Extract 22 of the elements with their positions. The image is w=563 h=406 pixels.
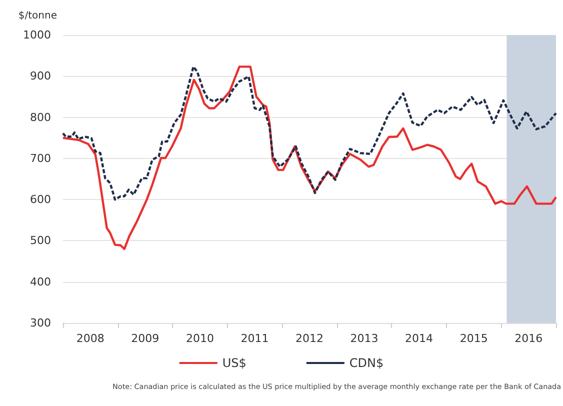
x-tick-label: 2015 [460, 332, 488, 345]
x-tick-label: 2009 [131, 332, 160, 345]
y-tick-label: 800 [30, 110, 51, 124]
y-tick-label: 600 [30, 193, 51, 206]
line-series [62, 66, 558, 250]
legend-label: CDN$ [349, 356, 384, 370]
y-tick-label: 900 [30, 70, 51, 83]
y-axis-title: $/tonne [18, 10, 57, 22]
x-tick-label: 2010 [186, 332, 214, 345]
line-series [62, 66, 558, 201]
y-tick-label: 700 [30, 152, 51, 165]
y-tick-label: 500 [30, 234, 51, 248]
x-tick-label: 2016 [514, 332, 543, 345]
x-tick-label: 2008 [76, 332, 104, 345]
x-tick-label: 2011 [240, 332, 269, 345]
y-tick-label: 400 [30, 275, 51, 288]
y-tick-label: 1000 [23, 28, 51, 42]
x-tick-label: 2014 [405, 332, 434, 345]
y-tick-label: 300 [30, 316, 51, 330]
x-tick-label: 2012 [296, 332, 324, 345]
x-tick-label: 2013 [350, 332, 378, 345]
legend-label: US$ [222, 356, 246, 370]
